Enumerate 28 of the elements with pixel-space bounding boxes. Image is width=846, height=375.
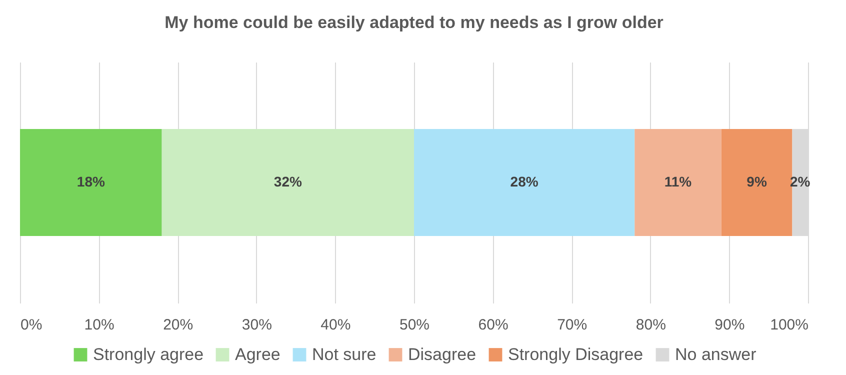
x-tick-label: 90% bbox=[714, 316, 745, 334]
x-tick-label: 70% bbox=[557, 316, 588, 334]
x-tick-label: 0% bbox=[20, 316, 42, 334]
x-tick-label: 60% bbox=[478, 316, 508, 334]
x-tick-label: 80% bbox=[636, 316, 666, 334]
x-tick-label: 10% bbox=[84, 316, 114, 334]
x-tick-label: 50% bbox=[399, 316, 430, 334]
data-label: 32% bbox=[274, 174, 302, 190]
legend-label: Strongly agree bbox=[93, 344, 204, 364]
bar bbox=[721, 128, 792, 236]
x-tick-label: 40% bbox=[320, 316, 351, 334]
data-label: 18% bbox=[76, 174, 106, 190]
data-label: 11% bbox=[664, 174, 692, 190]
legend-label: Strongly Disagree bbox=[508, 344, 644, 364]
data-label: 28% bbox=[510, 174, 539, 190]
bar bbox=[20, 128, 162, 236]
legend-label: Agree bbox=[235, 344, 280, 364]
x-tick-label: 30% bbox=[242, 316, 272, 334]
data-label: 9% bbox=[746, 174, 768, 190]
bar bbox=[162, 128, 414, 236]
bar bbox=[414, 128, 635, 236]
legend-label: No answer bbox=[675, 344, 757, 364]
x-tick-label: 100% bbox=[770, 316, 808, 334]
legend-label: Not sure bbox=[312, 344, 376, 364]
bar bbox=[634, 128, 722, 236]
chart-title: My home could be easily adapted to my needs as I grow older bbox=[164, 13, 664, 32]
legend-label: Disagree bbox=[408, 344, 476, 364]
x-tick-label: 20% bbox=[163, 316, 194, 334]
